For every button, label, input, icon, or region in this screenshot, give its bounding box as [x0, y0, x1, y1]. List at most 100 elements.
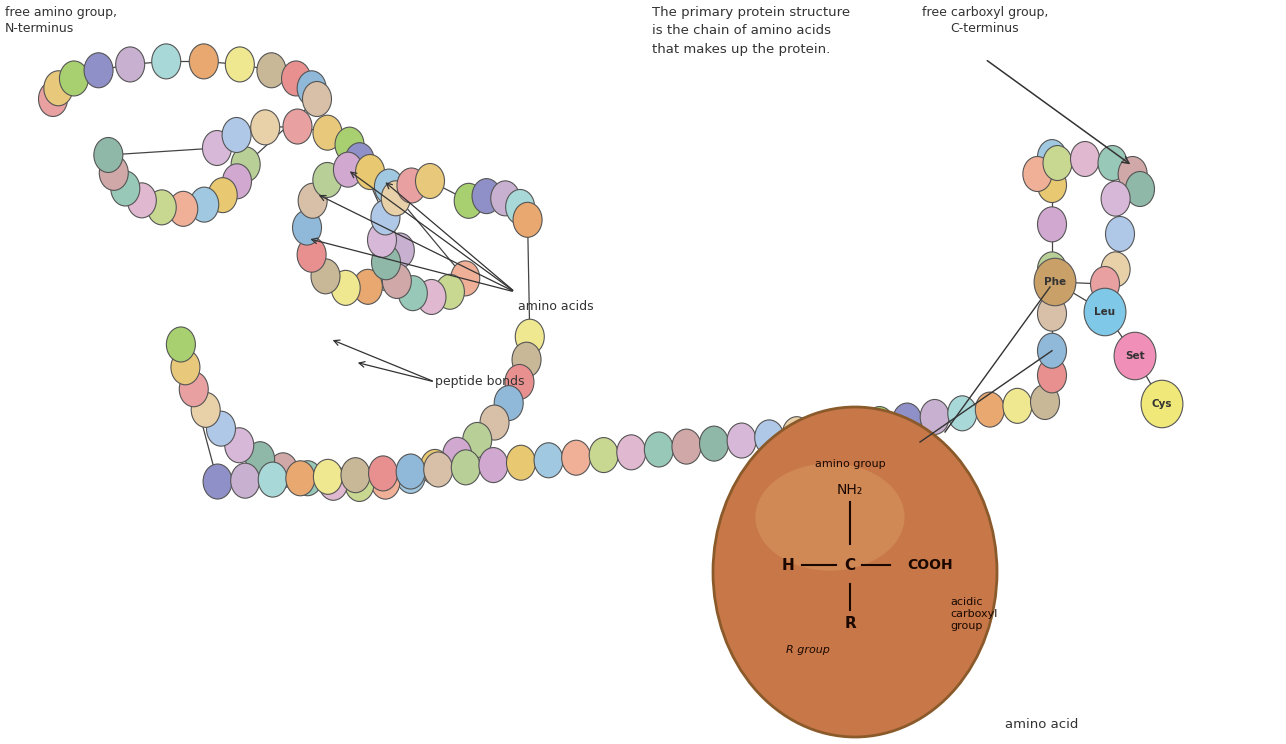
Ellipse shape [507, 445, 535, 480]
Ellipse shape [152, 44, 181, 79]
Ellipse shape [1038, 296, 1066, 331]
Ellipse shape [513, 202, 543, 237]
Ellipse shape [1034, 258, 1076, 306]
Ellipse shape [189, 44, 219, 79]
Ellipse shape [700, 426, 729, 461]
Ellipse shape [207, 411, 235, 446]
Ellipse shape [1070, 141, 1100, 176]
Ellipse shape [336, 127, 364, 162]
Ellipse shape [396, 458, 426, 493]
Ellipse shape [1038, 167, 1066, 202]
Ellipse shape [1141, 380, 1183, 428]
Ellipse shape [1101, 252, 1130, 287]
Ellipse shape [1038, 207, 1066, 242]
Ellipse shape [302, 82, 332, 117]
Ellipse shape [1106, 217, 1134, 251]
Ellipse shape [644, 432, 674, 467]
Ellipse shape [311, 259, 340, 294]
Ellipse shape [231, 147, 260, 182]
Ellipse shape [381, 181, 410, 216]
Ellipse shape [673, 429, 701, 464]
Ellipse shape [1114, 333, 1156, 379]
Ellipse shape [297, 237, 327, 272]
Ellipse shape [491, 181, 520, 216]
Ellipse shape [166, 327, 195, 362]
Text: The primary protein structure
is the chain of amino acids
that makes up the prot: The primary protein structure is the cha… [652, 6, 850, 56]
Ellipse shape [355, 155, 385, 190]
Ellipse shape [450, 261, 480, 296]
Ellipse shape [283, 109, 312, 144]
Text: Phe: Phe [1044, 277, 1066, 287]
Ellipse shape [712, 407, 997, 737]
Ellipse shape [373, 256, 401, 291]
Ellipse shape [332, 270, 360, 305]
Ellipse shape [534, 443, 563, 478]
Ellipse shape [421, 449, 449, 484]
Ellipse shape [374, 169, 404, 204]
Ellipse shape [463, 423, 491, 458]
Ellipse shape [312, 115, 342, 150]
Ellipse shape [505, 190, 535, 225]
Ellipse shape [230, 464, 260, 498]
Ellipse shape [312, 162, 342, 197]
Text: R: R [844, 617, 856, 632]
Ellipse shape [892, 403, 922, 438]
Ellipse shape [423, 452, 453, 487]
Ellipse shape [372, 245, 400, 280]
Ellipse shape [282, 61, 310, 96]
Ellipse shape [1125, 172, 1155, 207]
Ellipse shape [111, 171, 140, 206]
Ellipse shape [354, 269, 382, 304]
Text: free amino group,
N-terminus: free amino group, N-terminus [5, 6, 117, 36]
Text: NH₂: NH₂ [837, 483, 863, 497]
Ellipse shape [202, 130, 231, 165]
Ellipse shape [251, 110, 279, 145]
Ellipse shape [370, 464, 400, 499]
Ellipse shape [319, 465, 347, 500]
Ellipse shape [1030, 385, 1060, 420]
Ellipse shape [837, 410, 867, 445]
Ellipse shape [589, 437, 619, 472]
Ellipse shape [345, 466, 374, 501]
Ellipse shape [727, 423, 756, 458]
Ellipse shape [397, 168, 426, 203]
Ellipse shape [1084, 288, 1127, 336]
Ellipse shape [562, 440, 590, 475]
Text: amino acid: amino acid [1004, 717, 1079, 731]
Ellipse shape [755, 464, 904, 571]
Ellipse shape [396, 454, 426, 489]
Text: peptide bonds: peptide bonds [435, 376, 525, 388]
Ellipse shape [222, 164, 252, 199]
Ellipse shape [246, 442, 275, 477]
Ellipse shape [368, 222, 396, 257]
Ellipse shape [451, 450, 480, 485]
Ellipse shape [257, 53, 285, 88]
Ellipse shape [386, 233, 414, 268]
Ellipse shape [59, 61, 89, 96]
Text: free carboxyl group,
C-terminus: free carboxyl group, C-terminus [922, 6, 1048, 36]
Ellipse shape [298, 183, 327, 218]
Text: R group: R group [786, 645, 829, 655]
Ellipse shape [370, 200, 400, 235]
Ellipse shape [1003, 388, 1031, 423]
Ellipse shape [512, 342, 541, 377]
Ellipse shape [454, 183, 484, 218]
Ellipse shape [116, 47, 144, 82]
Ellipse shape [1038, 358, 1066, 393]
Ellipse shape [297, 71, 327, 106]
Ellipse shape [478, 448, 508, 483]
Ellipse shape [333, 153, 363, 187]
Ellipse shape [782, 417, 811, 452]
Text: Set: Set [1125, 351, 1145, 361]
Ellipse shape [369, 456, 397, 491]
Text: Leu: Leu [1094, 307, 1115, 317]
Ellipse shape [203, 464, 231, 499]
Text: Cys: Cys [1152, 399, 1173, 409]
Ellipse shape [345, 143, 374, 178]
Text: amino group: amino group [815, 459, 885, 469]
Ellipse shape [44, 71, 73, 106]
Ellipse shape [480, 405, 509, 440]
Ellipse shape [94, 138, 123, 173]
Ellipse shape [258, 462, 287, 497]
Ellipse shape [39, 82, 67, 117]
